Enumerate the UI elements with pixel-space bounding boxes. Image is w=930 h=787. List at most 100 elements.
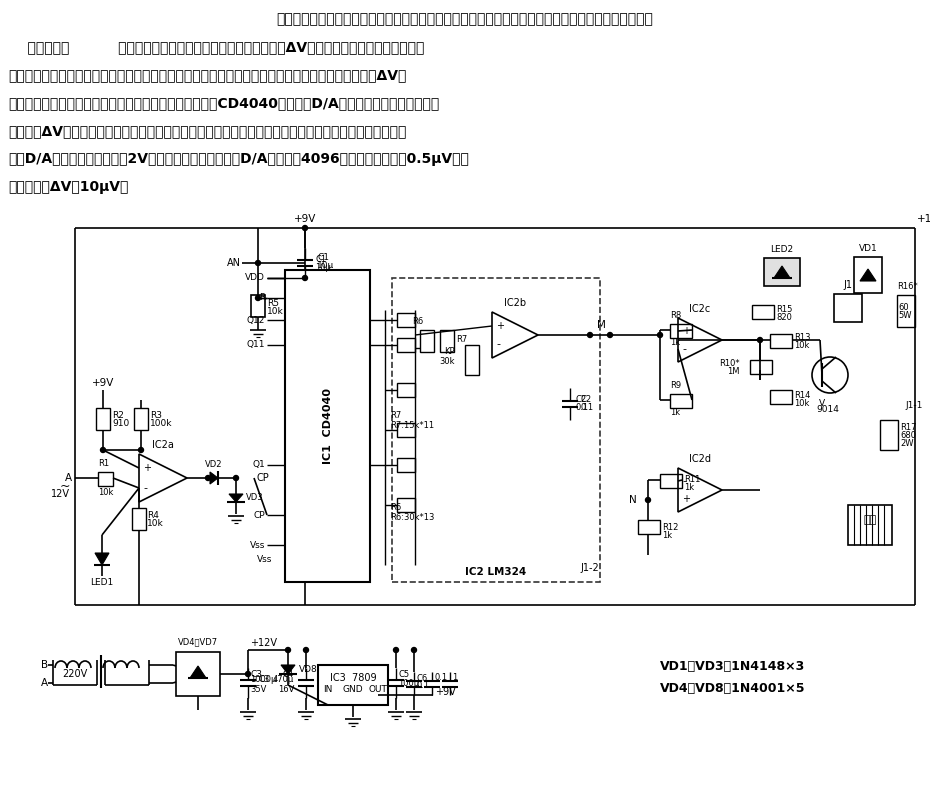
Bar <box>397 498 415 512</box>
Text: M: M <box>597 320 605 330</box>
Polygon shape <box>139 454 187 502</box>
Text: R7:15k*11: R7:15k*11 <box>390 420 434 430</box>
Text: R8: R8 <box>670 311 682 320</box>
Text: 0.1: 0.1 <box>580 404 593 412</box>
Text: Vss: Vss <box>249 541 265 549</box>
Text: -: - <box>143 482 147 493</box>
Bar <box>420 330 434 352</box>
Text: R7: R7 <box>456 335 467 345</box>
Text: 1000μ: 1000μ <box>250 675 276 685</box>
Circle shape <box>139 448 143 453</box>
Text: R3: R3 <box>150 411 162 419</box>
Bar <box>318 665 388 705</box>
Text: 10k: 10k <box>794 398 809 408</box>
Circle shape <box>302 226 308 231</box>
Text: 1k: 1k <box>684 482 694 492</box>
Circle shape <box>246 671 250 677</box>
Text: 0.1: 0.1 <box>575 404 588 412</box>
Circle shape <box>658 332 662 338</box>
Text: V: V <box>819 399 825 408</box>
Circle shape <box>393 648 398 652</box>
Text: IN: IN <box>324 685 333 694</box>
Text: R5: R5 <box>267 300 279 309</box>
Text: 电池: 电池 <box>863 515 877 525</box>
Polygon shape <box>281 665 295 674</box>
Polygon shape <box>774 266 790 278</box>
Text: +12V: +12V <box>250 638 277 648</box>
Text: 220V: 220V <box>62 669 87 679</box>
Text: 10k: 10k <box>794 342 809 350</box>
Circle shape <box>233 475 238 481</box>
Text: IC2c: IC2c <box>689 304 711 314</box>
Circle shape <box>758 338 763 342</box>
Bar <box>897 295 915 327</box>
Text: R4: R4 <box>147 512 159 520</box>
Text: ~: ~ <box>60 479 70 493</box>
Text: IC1  CD4040: IC1 CD4040 <box>323 388 333 464</box>
Text: 35V: 35V <box>250 685 266 693</box>
Text: 10μ: 10μ <box>317 260 334 269</box>
Circle shape <box>607 332 613 338</box>
Text: LED1: LED1 <box>90 578 113 587</box>
Bar <box>397 423 415 437</box>
Text: B: B <box>41 660 48 670</box>
Text: R15: R15 <box>776 305 792 315</box>
Bar <box>96 408 110 430</box>
Text: VD1: VD1 <box>858 244 877 253</box>
Text: R13: R13 <box>794 334 811 342</box>
Text: 0.1: 0.1 <box>416 682 429 690</box>
Bar <box>764 258 800 286</box>
Text: -: - <box>682 344 686 354</box>
Bar <box>750 360 772 374</box>
Text: R17: R17 <box>900 423 916 433</box>
Text: R9: R9 <box>670 381 681 390</box>
Text: 1k: 1k <box>670 338 680 347</box>
Text: -: - <box>682 476 686 486</box>
Bar <box>770 334 792 348</box>
Text: 且取最大－ΔV为10μV。: 且取最大－ΔV为10μV。 <box>8 180 128 194</box>
Circle shape <box>411 648 417 652</box>
Text: +: + <box>143 464 151 474</box>
Text: R6: R6 <box>390 504 401 512</box>
Bar <box>251 295 265 317</box>
Text: Q12: Q12 <box>246 316 265 324</box>
Text: R11: R11 <box>684 475 700 483</box>
Bar <box>660 474 682 488</box>
Text: +12V: +12V <box>917 214 930 224</box>
Bar <box>134 408 148 430</box>
Circle shape <box>302 275 308 280</box>
Bar <box>132 508 146 530</box>
Text: +9V: +9V <box>435 687 456 697</box>
Circle shape <box>303 648 309 652</box>
Bar <box>392 278 600 582</box>
Text: CP: CP <box>256 473 269 483</box>
Text: J1-1: J1-1 <box>905 401 923 409</box>
Text: 910: 910 <box>112 419 129 427</box>
Text: A: A <box>65 473 72 483</box>
Text: C2: C2 <box>580 396 591 405</box>
Text: VD1～VD3：1N4148×3: VD1～VD3：1N4148×3 <box>660 660 805 673</box>
Text: J1-2: J1-2 <box>580 563 599 573</box>
Text: 680: 680 <box>900 431 916 441</box>
Bar <box>834 294 862 322</box>
Text: 10μ: 10μ <box>315 263 331 272</box>
Polygon shape <box>210 472 218 484</box>
Text: 2W: 2W <box>900 439 913 449</box>
Bar <box>397 338 415 352</box>
Bar <box>670 324 692 338</box>
Text: +9V: +9V <box>92 378 114 388</box>
Text: J1: J1 <box>844 280 853 290</box>
Text: IC2a: IC2a <box>153 440 174 450</box>
Text: 9014: 9014 <box>817 405 840 414</box>
Circle shape <box>286 648 290 652</box>
Text: IC3  7809: IC3 7809 <box>330 673 377 683</box>
Polygon shape <box>860 269 876 281</box>
Bar <box>638 520 660 534</box>
Text: 10k: 10k <box>267 306 284 316</box>
Bar <box>397 313 415 327</box>
Bar <box>98 472 113 486</box>
Text: IC2d: IC2d <box>689 454 711 464</box>
Text: 10k: 10k <box>98 488 113 497</box>
Text: 100k: 100k <box>150 419 172 427</box>
Text: Q11: Q11 <box>246 341 265 349</box>
